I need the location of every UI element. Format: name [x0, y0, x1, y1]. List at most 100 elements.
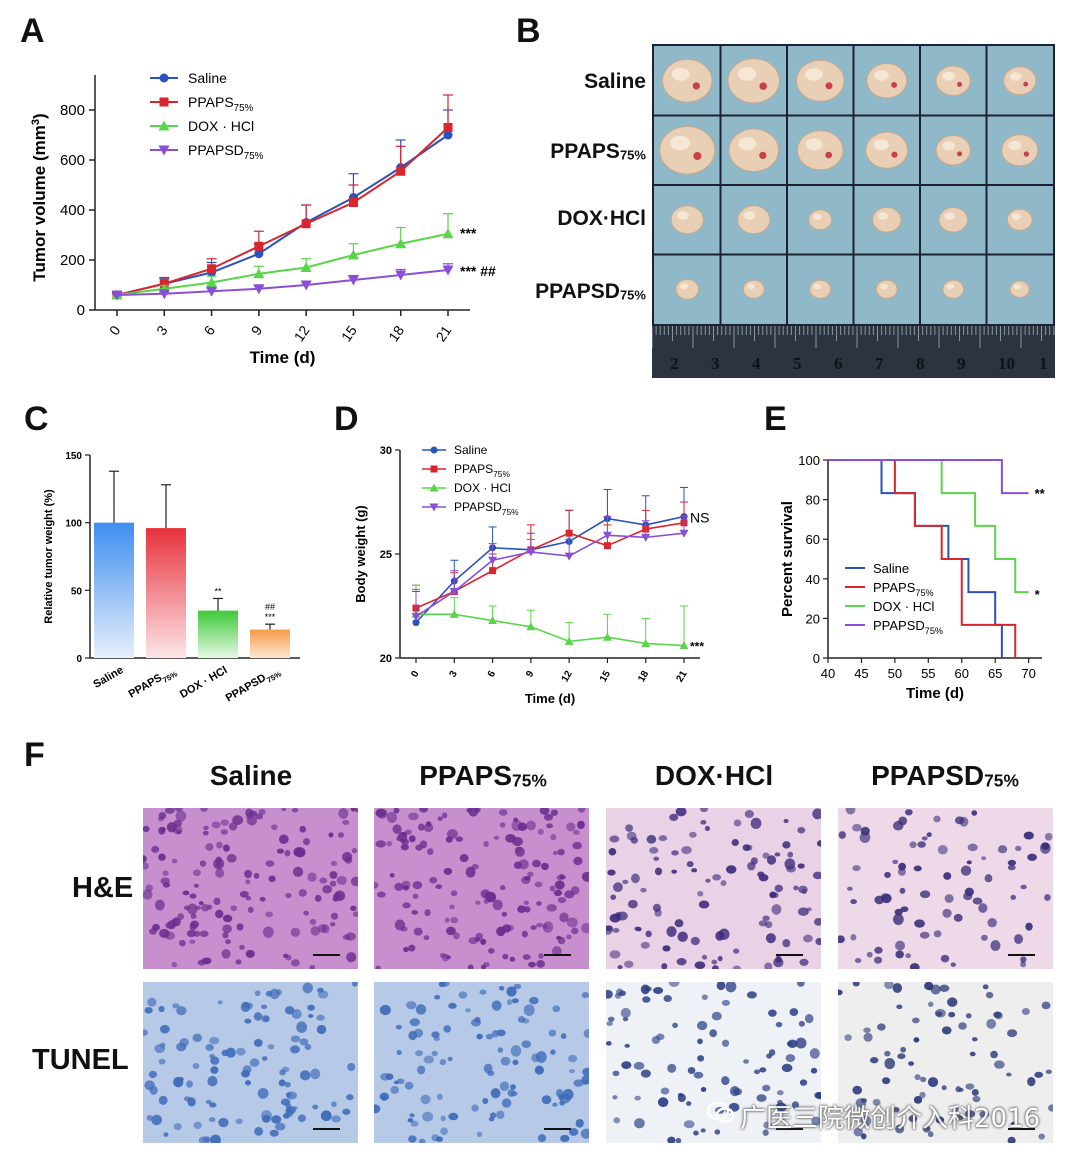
cell-nucleus: [239, 890, 249, 898]
cell-nucleus: [411, 910, 419, 915]
cell-nucleus: [310, 926, 321, 936]
cell-nucleus: [625, 824, 634, 832]
cell-nucleus: [927, 986, 933, 991]
cell-nucleus: [498, 809, 508, 816]
y-tick-label: 100: [798, 453, 820, 468]
cell-nucleus: [1045, 1069, 1052, 1075]
cell-nucleus: [221, 949, 231, 959]
cell-nucleus: [683, 1120, 695, 1129]
cell-nucleus: [408, 944, 416, 952]
data-point: [641, 638, 651, 647]
cell-nucleus: [581, 992, 589, 999]
y-tick-label: 100: [65, 519, 82, 530]
cell-nucleus: [919, 1091, 926, 1099]
cell-nucleus: [572, 829, 580, 835]
cell-nucleus: [444, 917, 450, 923]
tumor-highlight: [1008, 140, 1022, 151]
cell-nucleus: [709, 1029, 718, 1038]
cell-nucleus: [1023, 831, 1034, 840]
cell-nucleus: [413, 927, 423, 936]
cell-nucleus: [699, 808, 709, 813]
cell-nucleus: [914, 919, 925, 928]
cell-nucleus: [985, 991, 994, 999]
cell-nucleus: [860, 1098, 868, 1104]
cell-nucleus: [1040, 842, 1051, 854]
cell-nucleus: [173, 1076, 184, 1088]
cell-nucleus: [746, 991, 757, 999]
cell-nucleus: [213, 897, 221, 906]
row-label-tunel: TUNEL: [32, 1044, 129, 1076]
panel-letter-e: E: [764, 400, 787, 438]
cell-nucleus: [404, 829, 412, 835]
cell-nucleus: [538, 953, 544, 959]
cell-nucleus: [640, 887, 647, 893]
tumor: [808, 209, 833, 231]
cell-nucleus: [965, 1083, 975, 1090]
cell-nucleus: [245, 896, 252, 901]
tumor-vessel: [825, 151, 833, 159]
cell-nucleus: [499, 1081, 510, 1092]
data-point: [641, 533, 651, 542]
cell-nucleus: [882, 1077, 891, 1085]
tumor-photo: [654, 46, 1053, 324]
cell-nucleus: [379, 1004, 391, 1016]
row-label-ppapsd: PPAPSD75%: [535, 280, 646, 303]
cell-nucleus: [328, 832, 334, 838]
cell-nucleus: [612, 1095, 618, 1100]
y-tick-label: 400: [60, 202, 85, 219]
cell-nucleus: [892, 859, 899, 865]
tumor: [727, 58, 780, 104]
cell-nucleus: [224, 939, 232, 945]
cell-nucleus: [543, 813, 554, 821]
cell-nucleus: [316, 1024, 327, 1035]
cell-nucleus: [375, 965, 381, 969]
cell-nucleus: [956, 1114, 964, 1121]
cell-nucleus: [511, 819, 523, 832]
cell-nucleus: [990, 940, 1001, 951]
cell-nucleus: [797, 863, 805, 869]
cell-nucleus: [955, 1086, 962, 1093]
tumor-vessel: [1023, 81, 1029, 87]
cell-nucleus: [729, 1086, 740, 1097]
tumor-highlight: [1011, 213, 1022, 220]
cell-nucleus: [217, 1000, 223, 1005]
cell-nucleus: [762, 852, 770, 859]
cell-nucleus: [431, 1050, 438, 1057]
cell-nucleus: [292, 1105, 298, 1110]
cell-nucleus: [812, 871, 821, 880]
cell-nucleus: [554, 880, 565, 890]
tumor-vessel: [1023, 151, 1030, 157]
cell-nucleus: [701, 954, 708, 960]
cell-nucleus: [1014, 845, 1022, 852]
data-point: [603, 542, 611, 550]
cell-nucleus: [668, 982, 680, 987]
he-image-2: [374, 808, 589, 969]
cell-nucleus: [838, 831, 846, 839]
cell-nucleus: [971, 810, 978, 816]
relative-tumor-weight-chart: 0 50 100 150 Relative tumor weight (%) Saline…: [43, 451, 300, 707]
cell-nucleus: [426, 848, 434, 856]
cell-nucleus: [884, 982, 894, 990]
cell-nucleus: [521, 1040, 532, 1048]
tumor-vessel: [825, 82, 833, 90]
cell-nucleus: [624, 960, 634, 968]
cell-nucleus: [750, 817, 762, 830]
cell-nucleus: [1006, 1072, 1012, 1077]
tumor: [935, 134, 971, 166]
x-tick-label: PPAPSD75%: [224, 664, 283, 707]
cell-nucleus: [874, 946, 883, 954]
cell-nucleus: [408, 1135, 417, 1143]
cell-nucleus: [467, 964, 474, 969]
cell-nucleus: [205, 843, 214, 851]
cell-nucleus: [753, 1069, 761, 1075]
cell-nucleus: [953, 1105, 959, 1112]
cell-nucleus: [676, 958, 687, 966]
cell-nucleus: [908, 1115, 918, 1123]
cell-nucleus: [223, 844, 230, 852]
cell-nucleus: [513, 861, 522, 869]
cell-nucleus: [568, 1128, 579, 1136]
cell-nucleus: [850, 934, 857, 941]
cell-nucleus: [691, 868, 698, 873]
x-tick-label: 12: [291, 322, 313, 344]
cell-nucleus: [215, 909, 224, 919]
